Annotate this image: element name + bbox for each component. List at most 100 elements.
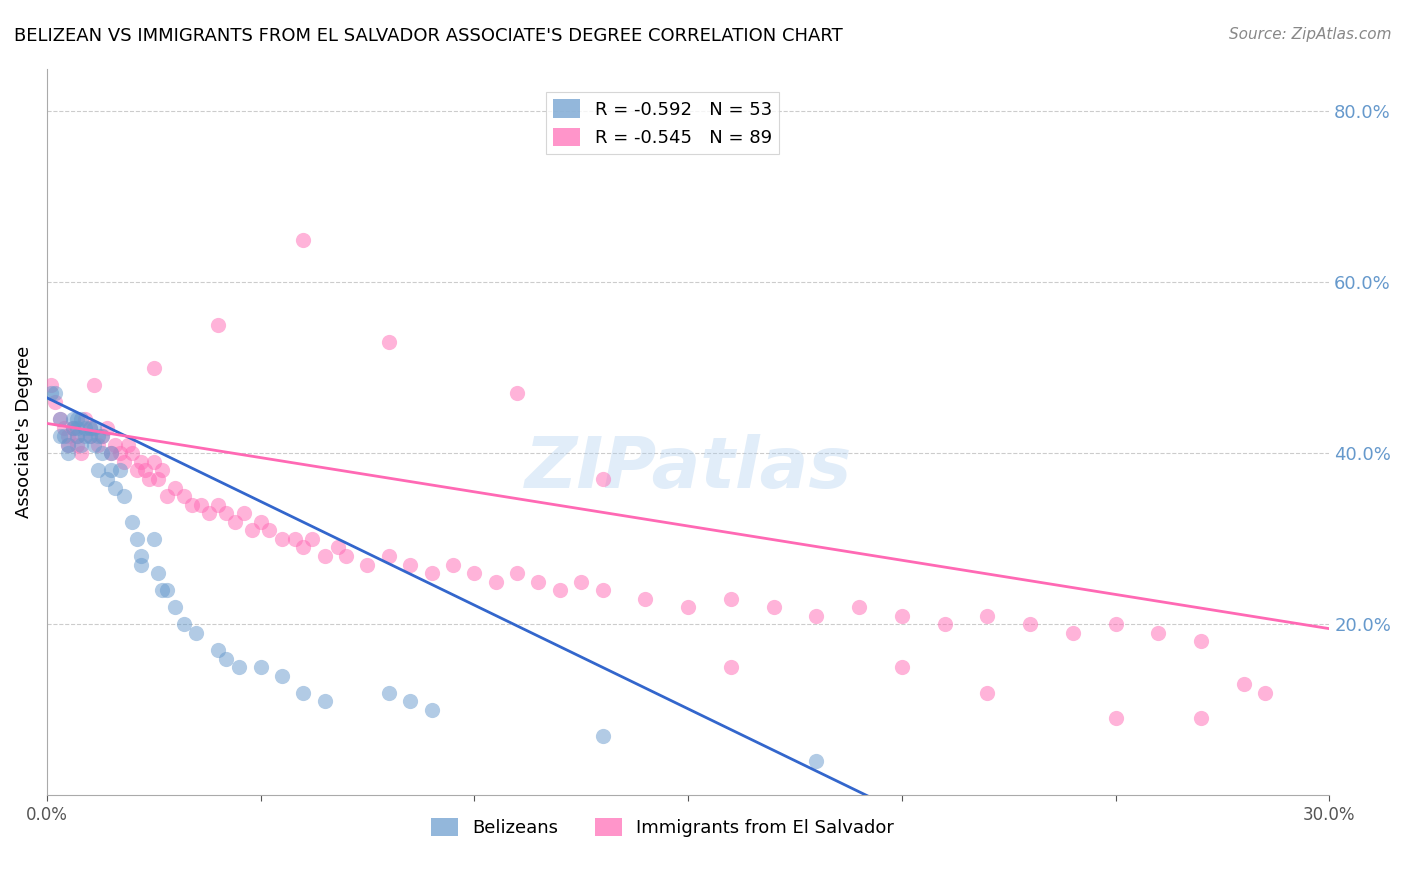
Point bbox=[890, 608, 912, 623]
Point bbox=[104, 481, 127, 495]
Point bbox=[129, 549, 152, 563]
Point bbox=[848, 600, 870, 615]
Point bbox=[125, 532, 148, 546]
Point bbox=[70, 446, 93, 460]
Point bbox=[66, 429, 89, 443]
Point bbox=[87, 463, 110, 477]
Point bbox=[1147, 626, 1170, 640]
Point bbox=[240, 524, 263, 538]
Point bbox=[79, 420, 101, 434]
Point bbox=[335, 549, 357, 563]
Text: BELIZEAN VS IMMIGRANTS FROM EL SALVADOR ASSOCIATE'S DEGREE CORRELATION CHART: BELIZEAN VS IMMIGRANTS FROM EL SALVADOR … bbox=[14, 27, 842, 45]
Point bbox=[58, 429, 80, 443]
Point bbox=[70, 438, 93, 452]
Point bbox=[257, 524, 280, 538]
Point bbox=[1062, 626, 1084, 640]
Point bbox=[378, 686, 401, 700]
Point bbox=[399, 558, 422, 572]
Point bbox=[249, 515, 271, 529]
Text: Source: ZipAtlas.com: Source: ZipAtlas.com bbox=[1229, 27, 1392, 42]
Point bbox=[463, 566, 485, 580]
Point bbox=[79, 420, 101, 434]
Point bbox=[420, 566, 443, 580]
Point bbox=[48, 429, 70, 443]
Point bbox=[96, 472, 118, 486]
Point bbox=[121, 515, 143, 529]
Point bbox=[142, 455, 165, 469]
Point bbox=[173, 617, 195, 632]
Point bbox=[91, 446, 114, 460]
Point bbox=[48, 412, 70, 426]
Point bbox=[207, 318, 229, 332]
Point bbox=[146, 472, 169, 486]
Point bbox=[485, 574, 508, 589]
Point bbox=[108, 463, 131, 477]
Point bbox=[91, 429, 114, 443]
Legend: Belizeans, Immigrants from El Salvador: Belizeans, Immigrants from El Salvador bbox=[423, 811, 901, 845]
Point bbox=[228, 660, 250, 674]
Point bbox=[186, 626, 208, 640]
Point bbox=[207, 498, 229, 512]
Point bbox=[806, 754, 828, 768]
Point bbox=[1104, 711, 1126, 725]
Point bbox=[506, 386, 529, 401]
Text: ZIPatlas: ZIPatlas bbox=[524, 434, 852, 503]
Point bbox=[150, 463, 173, 477]
Point bbox=[1104, 617, 1126, 632]
Point bbox=[762, 600, 785, 615]
Point bbox=[420, 703, 443, 717]
Point bbox=[39, 378, 62, 392]
Point bbox=[66, 438, 89, 452]
Point bbox=[399, 694, 422, 708]
Point bbox=[1233, 677, 1256, 691]
Point bbox=[129, 455, 152, 469]
Point bbox=[62, 420, 84, 434]
Point bbox=[100, 446, 122, 460]
Y-axis label: Associate's Degree: Associate's Degree bbox=[15, 346, 32, 518]
Point bbox=[58, 438, 80, 452]
Point bbox=[292, 686, 315, 700]
Point bbox=[292, 541, 315, 555]
Point bbox=[108, 446, 131, 460]
Point bbox=[155, 489, 177, 503]
Point bbox=[284, 532, 307, 546]
Point bbox=[173, 489, 195, 503]
Point bbox=[378, 549, 401, 563]
Point bbox=[441, 558, 464, 572]
Point bbox=[58, 438, 80, 452]
Point bbox=[292, 233, 315, 247]
Point bbox=[44, 386, 66, 401]
Point bbox=[1019, 617, 1042, 632]
Point bbox=[976, 608, 998, 623]
Point bbox=[58, 446, 80, 460]
Point bbox=[155, 583, 177, 598]
Point bbox=[356, 558, 378, 572]
Point bbox=[62, 420, 84, 434]
Point bbox=[720, 591, 742, 606]
Point bbox=[527, 574, 550, 589]
Point bbox=[146, 566, 169, 580]
Point bbox=[271, 532, 294, 546]
Point bbox=[314, 694, 336, 708]
Point bbox=[48, 412, 70, 426]
Point bbox=[79, 429, 101, 443]
Point bbox=[232, 506, 254, 520]
Point bbox=[53, 429, 76, 443]
Point bbox=[100, 446, 122, 460]
Point bbox=[592, 472, 614, 486]
Point bbox=[634, 591, 657, 606]
Point bbox=[39, 386, 62, 401]
Point bbox=[142, 360, 165, 375]
Point bbox=[66, 429, 89, 443]
Point bbox=[117, 438, 139, 452]
Point bbox=[301, 532, 323, 546]
Point bbox=[890, 660, 912, 674]
Point bbox=[1189, 711, 1212, 725]
Point bbox=[592, 583, 614, 598]
Point bbox=[215, 506, 238, 520]
Point bbox=[129, 558, 152, 572]
Point bbox=[198, 506, 221, 520]
Point bbox=[83, 420, 105, 434]
Point bbox=[112, 489, 135, 503]
Point bbox=[506, 566, 529, 580]
